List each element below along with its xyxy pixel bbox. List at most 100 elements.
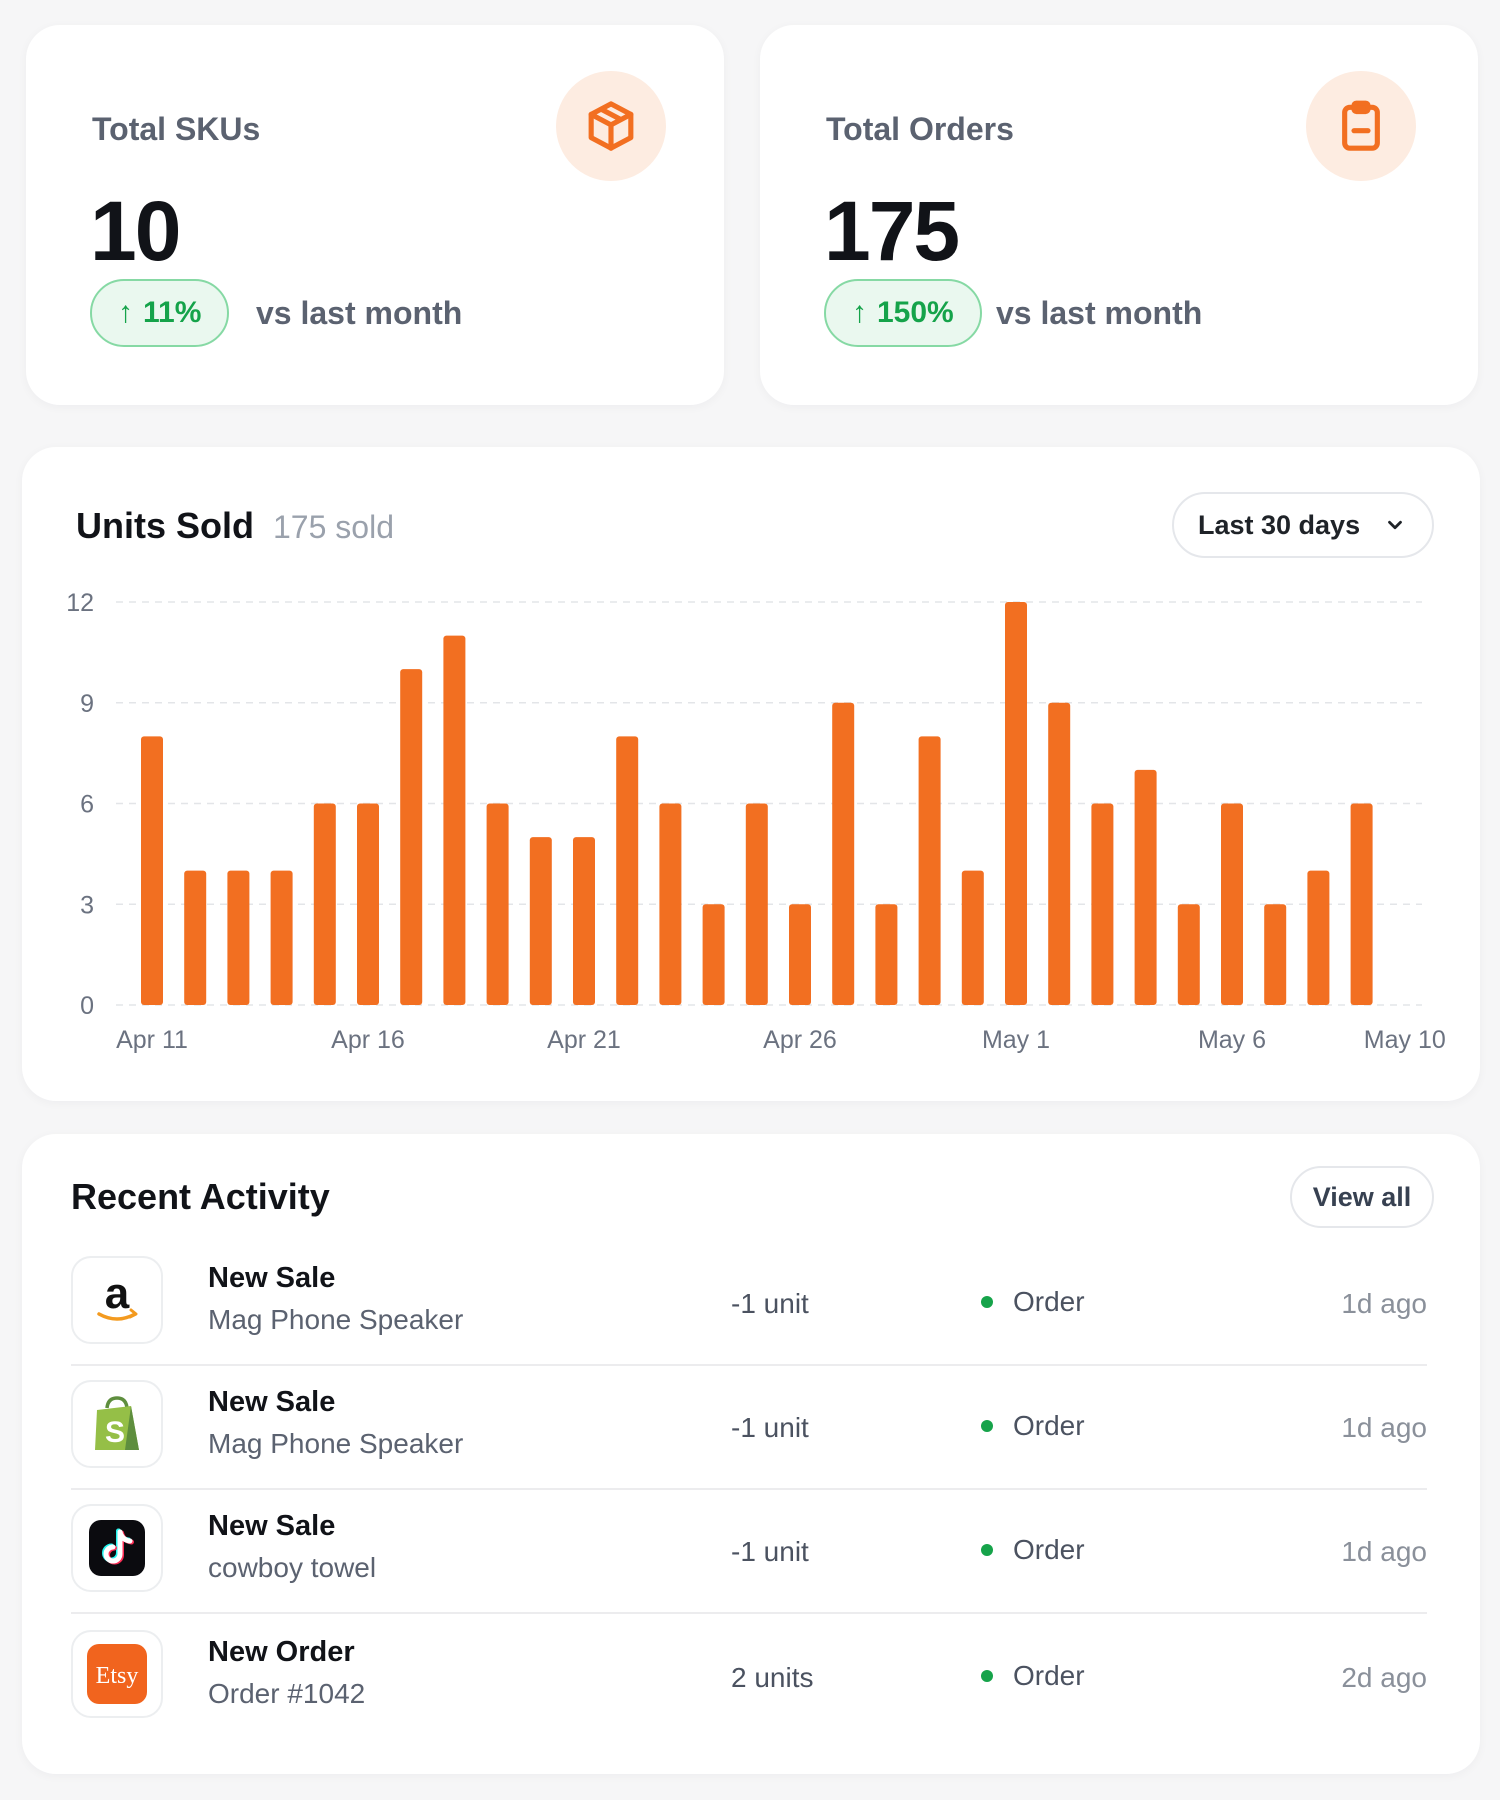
change-badge: ↑ 11%: [90, 279, 230, 347]
activity-time: 1d ago: [1341, 1412, 1427, 1443]
activity-type-label: Order: [1013, 1410, 1085, 1441]
chart-title: Units Sold: [76, 505, 254, 546]
status-dot: [981, 1420, 993, 1432]
kpi-comparison: vs last month: [996, 295, 1203, 331]
x-tick-label: Apr 21: [547, 1026, 621, 1054]
bar[interactable]: [400, 669, 423, 1005]
status-dot: [981, 1296, 993, 1308]
chevron-down-icon: [1388, 520, 1402, 530]
recent-activity-card: Recent Activity View all a New Sale Mag …: [22, 1134, 1480, 1774]
bar[interactable]: [616, 736, 639, 1005]
bar[interactable]: [313, 803, 336, 1006]
activity-product: Mag Phone Speaker: [208, 1304, 464, 1335]
activity-quantity: 2 units: [731, 1662, 814, 1693]
activity-time: 2d ago: [1341, 1662, 1427, 1693]
bar[interactable]: [1134, 769, 1157, 1005]
bar[interactable]: [702, 904, 725, 1005]
activity-product: Mag Phone Speaker: [208, 1428, 464, 1459]
y-tick-label: 9: [80, 690, 94, 718]
bar[interactable]: [1091, 803, 1114, 1006]
units-sold-card: 0 3 6 9 12 Apr 11 Apr 16 Apr 21 Apr 26 May 1 May 6…: [22, 447, 1480, 1101]
chart-subtitle: 175 sold: [273, 509, 394, 545]
activity-quantity: -1 unit: [731, 1412, 809, 1443]
activity-row[interactable]: S New Sale Mag Phone Speaker -1 unit Ord…: [71, 1366, 1427, 1490]
kpi-label: Total Orders: [826, 111, 1014, 147]
y-tick-label: 3: [80, 891, 94, 919]
activity-title-text: New Sale: [208, 1386, 336, 1418]
activity-title: Recent Activity: [71, 1176, 330, 1217]
x-tick-label: May 10: [1364, 1026, 1446, 1054]
bar[interactable]: [227, 870, 250, 1005]
bar[interactable]: [1350, 803, 1373, 1006]
bar[interactable]: [141, 736, 163, 1005]
activity-time: 1d ago: [1341, 1288, 1427, 1319]
date-range-dropdown[interactable]: Last 30 days: [1172, 492, 1434, 558]
kpi-comparison: vs last month: [256, 295, 463, 331]
amazon-logo: a: [71, 1256, 163, 1344]
activity-product: cowboy towel: [208, 1552, 377, 1583]
activity-title-text: New Sale: [208, 1510, 336, 1542]
date-range-label: Last 30 days: [1198, 509, 1361, 540]
change-badge: ↑ 150%: [824, 279, 982, 347]
shopify-logo: S: [71, 1380, 163, 1468]
units-sold-chart: 0 3 6 9 12 Apr 11 Apr 16 Apr 21 Apr 26 May 1 May 6…: [66, 589, 1446, 1054]
row-divider: [71, 1364, 1427, 1366]
bar[interactable]: [529, 837, 552, 1005]
activity-type: Order: [981, 1286, 1085, 1318]
activity-title-text: New Order: [208, 1636, 355, 1668]
kpi-card-total-orders: Total Orders 175 ↑ 150% vs last month: [760, 25, 1478, 405]
svg-text:S: S: [105, 1416, 125, 1449]
activity-product: Order #1042: [208, 1678, 366, 1709]
activity-type-label: Order: [1013, 1660, 1085, 1691]
activity-type: Order: [981, 1660, 1085, 1692]
clipboard-icon: [1306, 71, 1416, 181]
arrow-up-icon: ↑: [118, 296, 133, 329]
bar[interactable]: [357, 803, 379, 1006]
activity-quantity: -1 unit: [731, 1536, 809, 1567]
etsy-logo: Etsy: [71, 1630, 163, 1718]
bar[interactable]: [875, 904, 898, 1005]
activity-type-label: Order: [1013, 1286, 1085, 1317]
svg-text:Etsy: Etsy: [96, 1663, 139, 1689]
box-icon: [556, 71, 666, 181]
bar[interactable]: [486, 803, 509, 1006]
bar[interactable]: [573, 837, 595, 1005]
status-dot: [981, 1670, 993, 1682]
activity-row[interactable]: a New Sale Mag Phone Speaker -1 unit Ord…: [71, 1242, 1427, 1366]
y-tick-label: 12: [66, 589, 94, 617]
change-value: 11%: [143, 296, 202, 329]
bar[interactable]: [789, 904, 811, 1005]
change-value: 150%: [877, 296, 954, 329]
tiktok-logo: [71, 1504, 163, 1592]
activity-type-label: Order: [1013, 1534, 1085, 1565]
kpi-value: 10: [90, 184, 181, 278]
bar[interactable]: [832, 702, 855, 1005]
bar[interactable]: [918, 736, 941, 1005]
bar[interactable]: [443, 635, 466, 1005]
activity-row[interactable]: New Sale cowboy towel -1 unit Order 1d a…: [71, 1490, 1427, 1614]
svg-text:a: a: [105, 1270, 130, 1318]
x-tick-label: May 1: [982, 1026, 1050, 1054]
view-all-button[interactable]: View all: [1290, 1166, 1434, 1228]
bar[interactable]: [1264, 904, 1287, 1005]
arrow-up-icon: ↑: [852, 296, 867, 329]
activity-title-text: New Sale: [208, 1262, 336, 1294]
bar[interactable]: [1005, 602, 1027, 1005]
kpi-value: 175: [824, 184, 960, 278]
x-tick-label: Apr 11: [116, 1026, 188, 1054]
bar[interactable]: [1177, 904, 1200, 1005]
activity-type: Order: [981, 1534, 1085, 1566]
status-dot: [981, 1544, 993, 1556]
bar[interactable]: [270, 870, 293, 1005]
bar[interactable]: [1307, 870, 1330, 1005]
kpi-card-total-skus: Total SKUs 10 ↑ 11% vs last month: [26, 25, 724, 405]
bar[interactable]: [745, 803, 768, 1006]
bar[interactable]: [961, 870, 984, 1005]
bar[interactable]: [1221, 803, 1243, 1006]
bar[interactable]: [1048, 702, 1071, 1005]
activity-time: 1d ago: [1341, 1536, 1427, 1567]
bar[interactable]: [659, 803, 682, 1006]
bar[interactable]: [184, 870, 207, 1005]
activity-row[interactable]: Etsy New Order Order #1042 2 units Order…: [71, 1616, 1427, 1740]
activity-type: Order: [981, 1410, 1085, 1442]
